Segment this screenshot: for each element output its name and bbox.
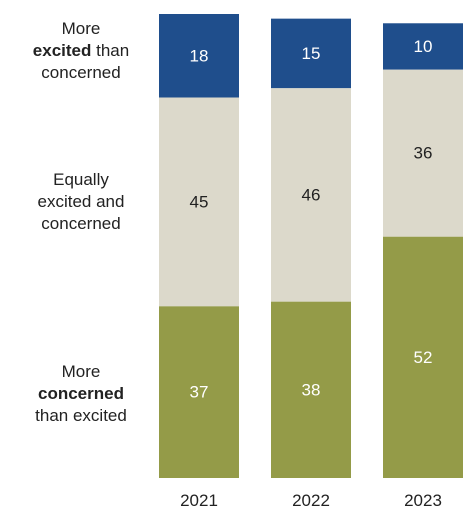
bar-segment-2023-s1 [383, 69, 463, 237]
legend-line: excited and [37, 192, 125, 211]
legend-line: excited than [11, 40, 151, 62]
legend-label-more-concerned: More concerned than excited [11, 361, 151, 427]
legend-label-equally: Equally excited and concerned [11, 169, 151, 235]
x-tick-label-2022: 2022 [292, 491, 330, 510]
data-label-2023-s2: 52 [414, 348, 433, 367]
legend-bold-word: excited [32, 41, 92, 60]
legend-line: Equally [53, 170, 109, 189]
bar-segment-2021-s1 [159, 97, 239, 307]
bar-segment-2021-s2 [159, 306, 239, 478]
legend-line: concerned [41, 214, 121, 233]
legend-line: than excited [35, 406, 127, 425]
x-tick-label-2021: 2021 [180, 491, 218, 510]
bar-segment-2022-s1 [271, 88, 351, 302]
data-label-2023-s0: 10 [414, 37, 433, 56]
bar-segment-2023-s2 [383, 236, 463, 478]
data-label-2022-s2: 38 [302, 380, 321, 399]
legend-label-more-excited: More excited than concerned [11, 18, 151, 84]
x-tick-label-2023: 2023 [404, 491, 442, 510]
bar-segment-2021-s0 [159, 14, 239, 98]
legend-line: More [61, 362, 101, 381]
data-label-2021-s1: 45 [190, 192, 209, 211]
data-label-2022-s0: 15 [302, 44, 321, 63]
data-label-2022-s1: 46 [302, 185, 321, 204]
legend-line: More [61, 19, 101, 38]
legend-line: concerned [11, 383, 151, 405]
bar-segment-2022-s0 [271, 18, 351, 89]
bar-segment-2022-s2 [271, 301, 351, 478]
data-label-2021-s0: 18 [190, 46, 209, 65]
data-label-2023-s1: 36 [414, 144, 433, 163]
legend-bold-word: concerned [38, 384, 124, 403]
legend-line: concerned [41, 63, 121, 82]
legend-word: than [96, 41, 130, 60]
data-label-2021-s2: 37 [190, 383, 209, 402]
bar-segment-2023-s0 [383, 23, 463, 70]
